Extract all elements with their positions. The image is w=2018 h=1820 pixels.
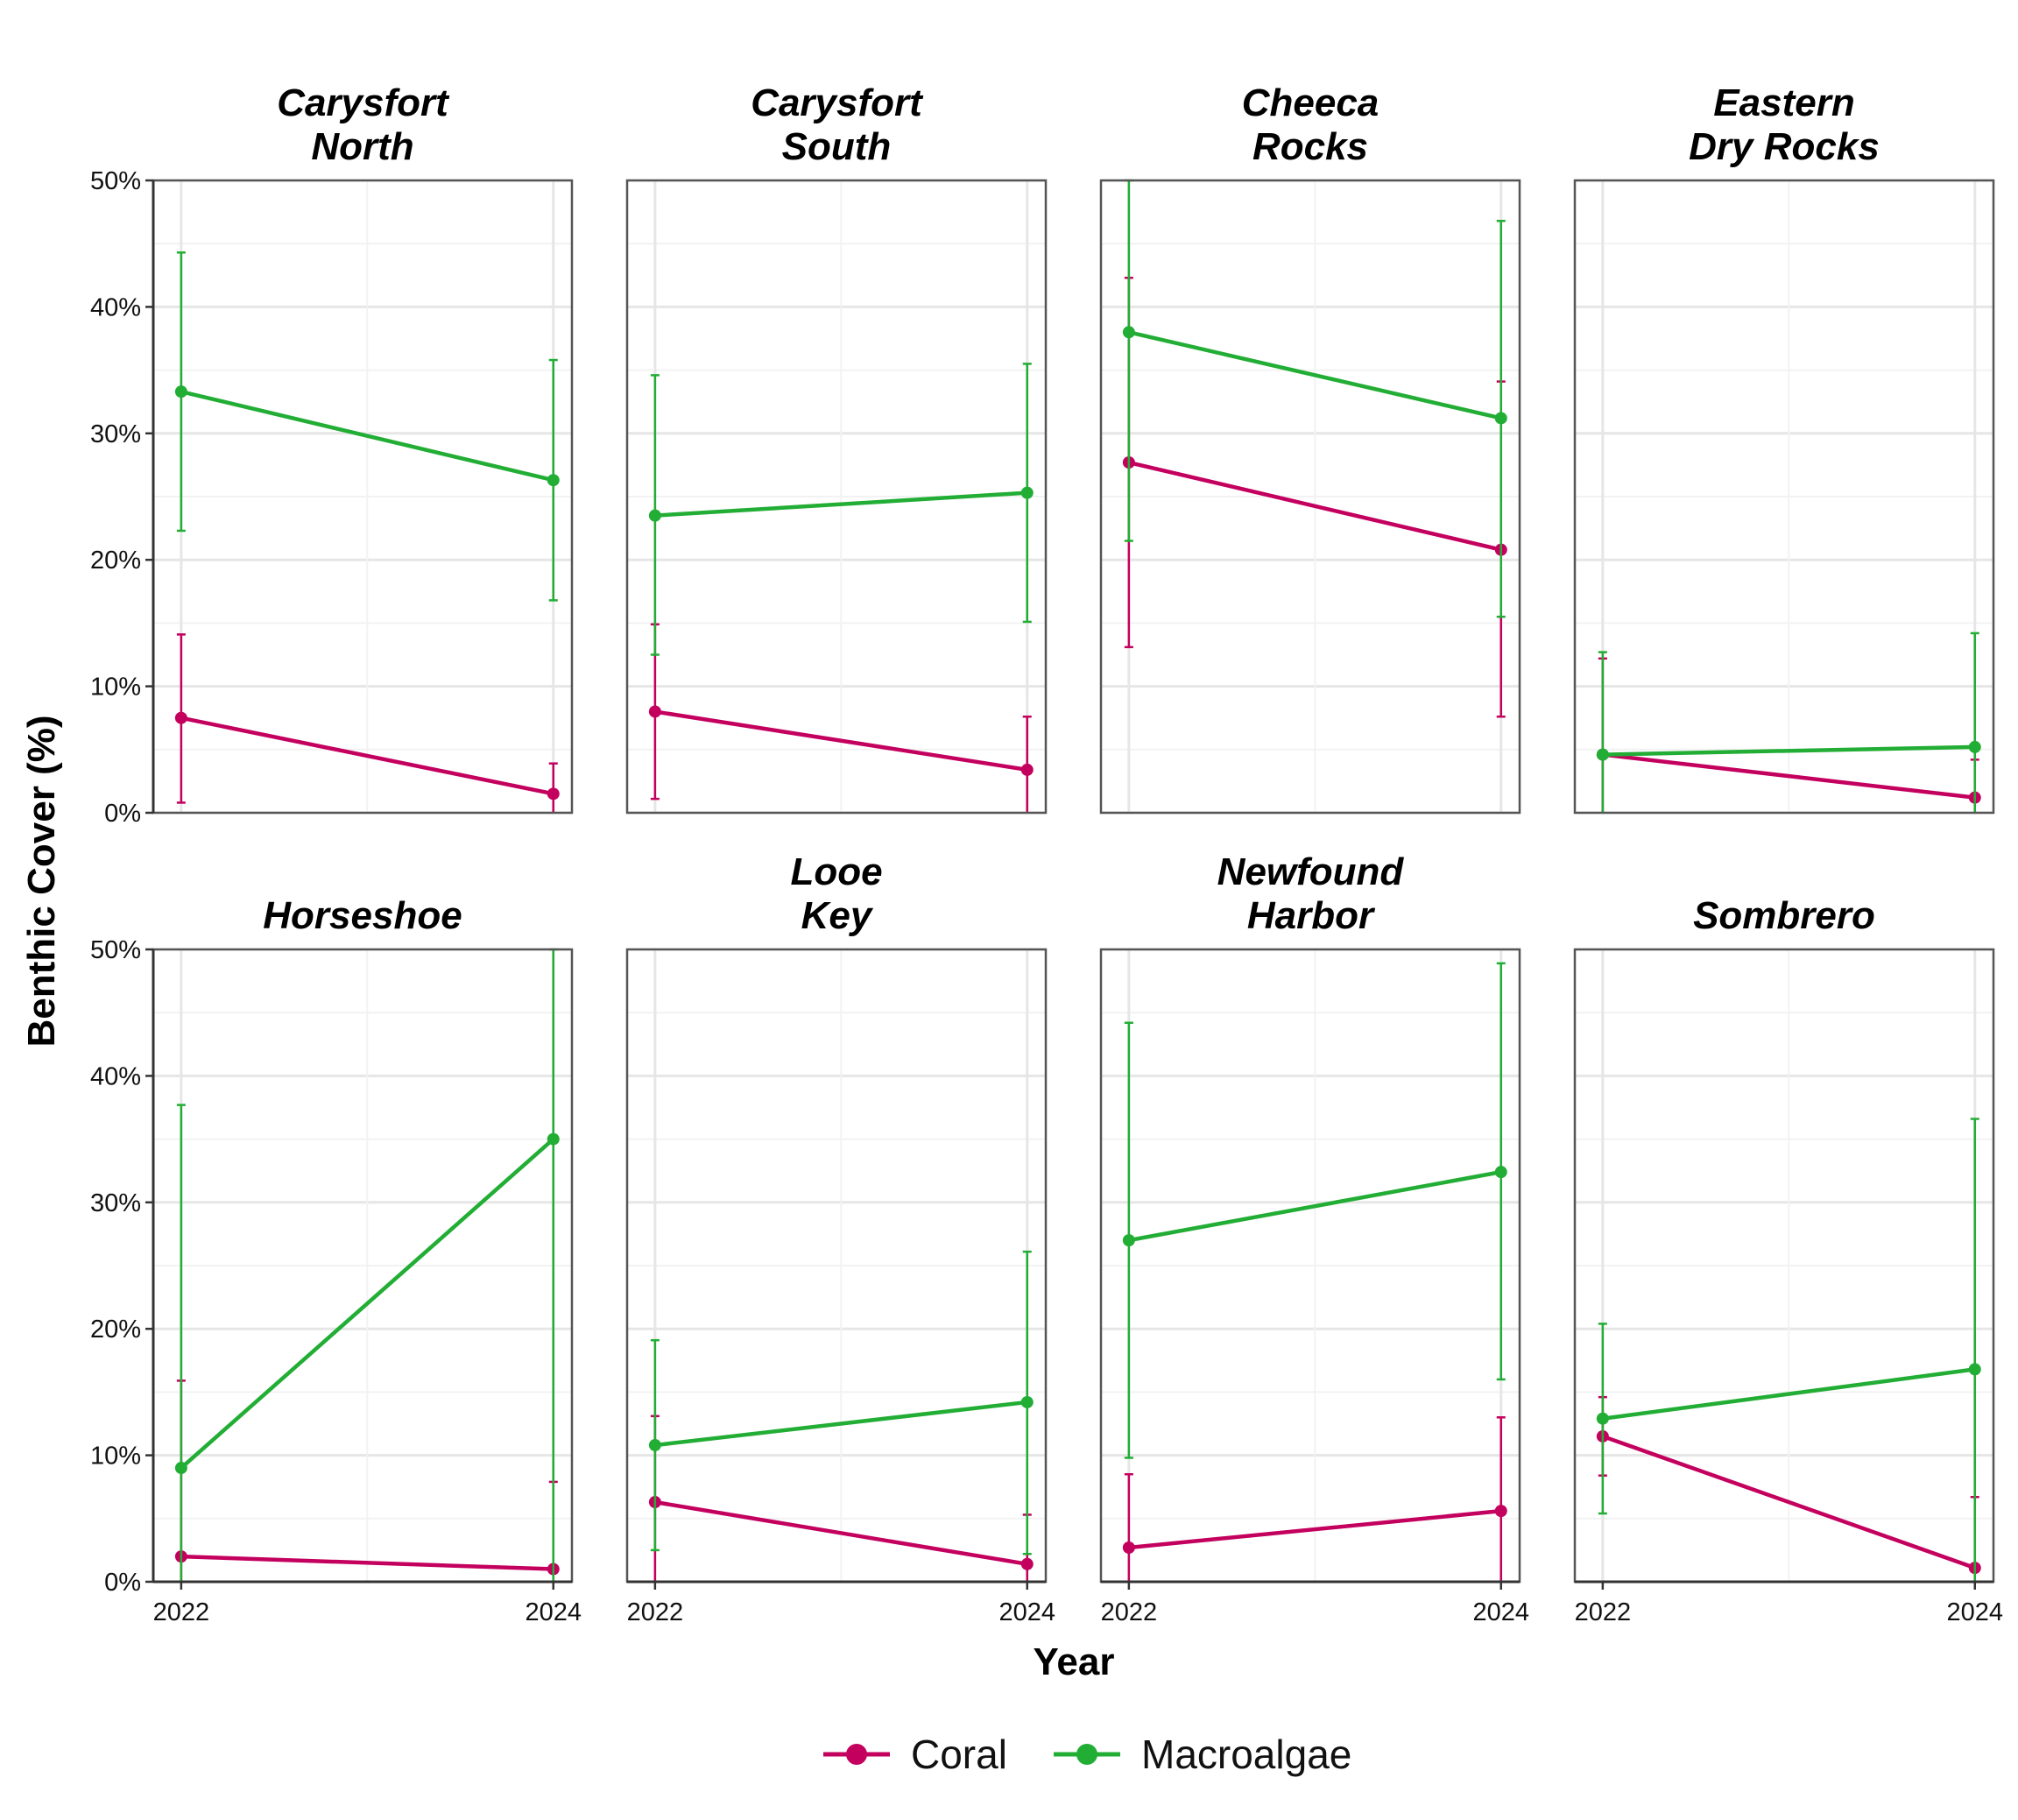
- panel-border: [625, 179, 1048, 815]
- series-line-macroalgae: [1128, 330, 1502, 420]
- x-tick-label: 2024: [998, 1598, 1055, 1626]
- y-axis-title: Benthic Cover (%): [20, 716, 63, 1048]
- series-line-coral: [1128, 1508, 1501, 1550]
- x-tick-label: 2022: [1575, 1598, 1632, 1626]
- y-tick-label: 0%: [104, 800, 141, 828]
- series-line-macroalgae: [1128, 1169, 1502, 1243]
- data-point-macroalgae: [1122, 326, 1135, 339]
- series-line-coral: [654, 709, 1028, 772]
- data-point-coral: [648, 705, 661, 718]
- x-tick-label: 2022: [627, 1598, 684, 1626]
- legend-label: Coral: [911, 1732, 1007, 1777]
- data-point-macroalgae: [1596, 748, 1609, 761]
- data-point-coral: [174, 711, 187, 724]
- facet-title: Newfound: [1217, 850, 1405, 893]
- series-line-coral: [654, 1499, 1028, 1567]
- data-point-coral: [1494, 1505, 1507, 1518]
- series-line-macroalgae: [1602, 744, 1975, 757]
- series-line-macroalgae: [654, 1400, 1028, 1448]
- series-line-coral: [1602, 752, 1976, 800]
- data-point-macroalgae: [1020, 1395, 1034, 1408]
- facet-title: Sombrero: [1693, 894, 1875, 937]
- facet-title: Looe: [790, 850, 882, 893]
- y-tick-label: 20%: [90, 1316, 141, 1344]
- data-point-coral: [1020, 763, 1034, 776]
- data-point-macroalgae: [174, 1462, 187, 1475]
- y-tick-label: 30%: [90, 420, 141, 448]
- facet-title: Harbor: [1247, 894, 1376, 937]
- legend-item: Coral: [823, 1732, 1007, 1777]
- legend-key-point: [1076, 1744, 1097, 1765]
- facet-title: South: [782, 125, 892, 168]
- legend-key-point: [846, 1744, 867, 1765]
- x-tick-label: 2024: [1472, 1598, 1529, 1626]
- facet-title: Key: [801, 894, 874, 937]
- y-tick-label: 30%: [90, 1189, 141, 1217]
- panel-border: [1573, 179, 1995, 815]
- facet-title: Dry Rocks: [1689, 125, 1880, 168]
- facet-title: Eastern: [1713, 81, 1854, 124]
- x-axis-title: Year: [1034, 1640, 1115, 1683]
- y-tick-label: 40%: [90, 1062, 141, 1090]
- series-line-macroalgae: [1602, 1367, 1976, 1421]
- facet-title: Rocks: [1252, 125, 1368, 168]
- y-tick-label: 10%: [90, 1443, 141, 1471]
- data-point-macroalgae: [1494, 1166, 1507, 1179]
- series-line-coral: [180, 716, 554, 796]
- series-line-coral: [180, 1554, 554, 1571]
- series-line-coral: [1602, 1434, 1976, 1570]
- series-line-macroalgae: [180, 389, 554, 483]
- data-point-macroalgae: [1122, 1234, 1135, 1247]
- y-tick-label: 20%: [90, 547, 141, 575]
- series-line-macroalgae: [180, 1137, 555, 1470]
- facet-title: Carysfort: [751, 81, 924, 124]
- data-point-macroalgae: [1968, 1363, 1981, 1376]
- y-tick-label: 50%: [90, 167, 141, 195]
- facet-title: Carysfort: [277, 81, 450, 124]
- data-point-macroalgae: [547, 1132, 560, 1146]
- data-point-macroalgae: [648, 1439, 661, 1452]
- x-tick-label: 2024: [1946, 1598, 2003, 1626]
- data-point-macroalgae: [1494, 412, 1507, 425]
- y-tick-label: 10%: [90, 674, 141, 702]
- series-line-coral: [1128, 460, 1502, 552]
- facet-title: Cheeca: [1242, 81, 1379, 124]
- data-point-macroalgae: [174, 385, 187, 399]
- data-point-macroalgae: [1596, 1412, 1609, 1425]
- y-tick-label: 40%: [90, 293, 141, 321]
- legend-label: Macroalgae: [1141, 1732, 1351, 1777]
- facet-panel: Horseshoe 0% 10% 20% 30% 40% 50% 2022 2024: [90, 894, 582, 1626]
- data-point-coral: [1020, 1557, 1034, 1570]
- facet-panel: Sombrero 2022 2024: [1573, 894, 2003, 1626]
- facet-title: North: [311, 125, 413, 168]
- panel-border: [1099, 179, 1521, 815]
- legend-item: Macroalgae: [1054, 1732, 1351, 1777]
- data-point-macroalgae: [1968, 740, 1981, 753]
- series-line-macroalgae: [654, 490, 1027, 518]
- x-tick-label: 2024: [525, 1598, 582, 1626]
- y-tick-label: 50%: [90, 936, 141, 964]
- data-point-coral: [1122, 1541, 1135, 1555]
- data-point-macroalgae: [1020, 486, 1034, 499]
- data-point-macroalgae: [547, 474, 560, 487]
- x-tick-label: 2022: [1101, 1598, 1158, 1626]
- facet-title: Horseshoe: [263, 894, 462, 937]
- data-point-macroalgae: [648, 509, 661, 522]
- data-point-coral: [547, 787, 560, 801]
- y-tick-label: 0%: [104, 1569, 141, 1597]
- x-tick-label: 2022: [153, 1598, 210, 1626]
